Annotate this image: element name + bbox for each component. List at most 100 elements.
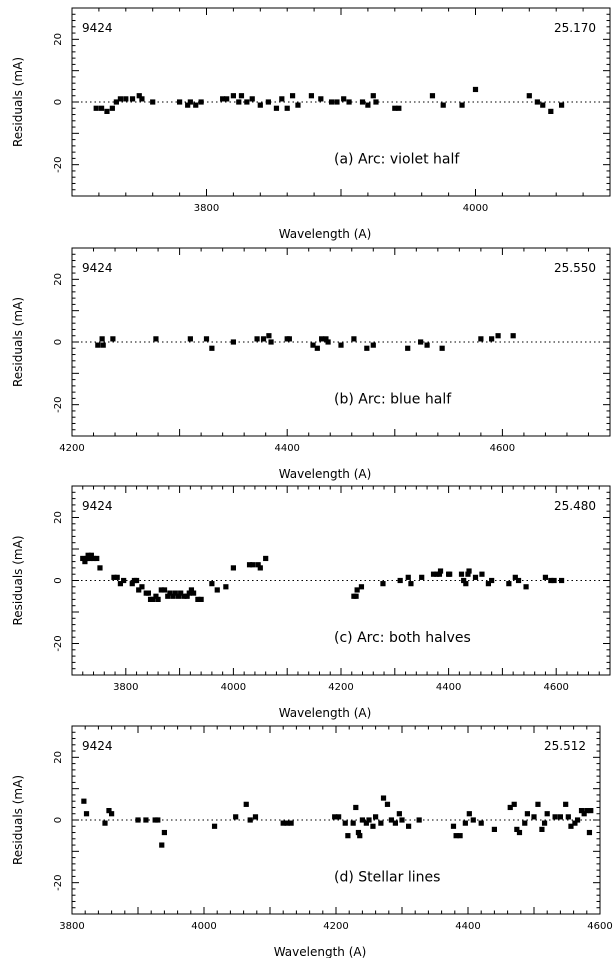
residual-point [353, 804, 359, 811]
residual-point [230, 93, 236, 99]
residual-point [95, 342, 101, 348]
residual-panel: 3800 4000 4200 4400 4600 20 0 -20 Wavelength (A)… [11, 485, 611, 720]
residual-point [388, 817, 395, 823]
y-axis-label: Residuals (mA) [11, 57, 25, 147]
residual-point [588, 808, 594, 814]
residual-point [380, 581, 386, 587]
residual-point [288, 820, 294, 826]
x-tick-label: 4400 [436, 682, 461, 693]
residual-point [541, 820, 548, 826]
residual-point [295, 102, 301, 108]
residual-point [195, 596, 201, 602]
residual-point [145, 590, 151, 596]
residual-point [586, 829, 593, 836]
residual-point [117, 96, 124, 102]
residual-point [286, 336, 292, 342]
residual-point [370, 823, 376, 829]
residual-point [238, 93, 245, 99]
residual-point [123, 96, 129, 102]
residual-point [143, 817, 149, 823]
x-tick-label: 4600 [587, 921, 612, 932]
y-tick-label: -20 [53, 635, 64, 651]
residual-point [548, 108, 554, 114]
residual-point [81, 798, 87, 804]
residual-point [450, 823, 457, 829]
residual-point [236, 99, 242, 105]
residual-point [93, 105, 99, 111]
residual-point [165, 593, 171, 599]
residual-point [187, 336, 193, 342]
residual-point [419, 574, 425, 580]
residual-point [167, 590, 173, 596]
residual-point [188, 587, 195, 593]
residual-point [280, 820, 286, 826]
residual-point [552, 814, 558, 820]
residual-point [437, 568, 444, 574]
x-tick-label: 4000 [463, 203, 488, 214]
residual-point [310, 342, 316, 348]
x-axis-label: Wavelength (A) [279, 706, 372, 720]
residual-point [523, 584, 529, 590]
residual-point [510, 333, 516, 339]
x-tick-label: 3800 [113, 682, 138, 693]
residual-point [85, 552, 91, 558]
residual-point [399, 817, 405, 823]
residual-point [524, 811, 530, 817]
residual-point [558, 577, 565, 584]
residual-panel: 4200 4400 4600 20 0 -20 Wavelength (A) Residual… [11, 247, 611, 481]
residual-point [106, 808, 112, 814]
residual-point [260, 336, 267, 342]
residual-point [359, 817, 365, 823]
residual-point [187, 99, 193, 105]
residual-point [181, 593, 187, 599]
residual-point [155, 596, 161, 602]
y-tick-label: 20 [53, 33, 64, 46]
residual-point [139, 584, 145, 590]
x-tick-label: 4000 [221, 682, 246, 693]
residual-point [211, 823, 218, 829]
residual-point [265, 99, 271, 105]
y-tick-label: 20 [53, 273, 64, 286]
residual-point [266, 333, 272, 339]
residual-point [465, 571, 471, 577]
residual-point [268, 339, 274, 345]
residual-point [175, 593, 182, 599]
residual-point [83, 811, 90, 817]
residual-point [334, 99, 340, 105]
residual-point [82, 559, 88, 565]
residual-point [257, 102, 263, 108]
residual-point [466, 811, 472, 817]
residual-point [129, 96, 136, 102]
residual-point [341, 96, 347, 102]
residual-point [526, 93, 532, 99]
residual-point [470, 817, 476, 823]
residual-point [308, 93, 315, 99]
y-tick-label: 0 [53, 99, 64, 105]
residual-point [516, 829, 523, 836]
residual-point [98, 105, 105, 111]
residual-point [489, 577, 495, 584]
residual-point [289, 93, 296, 99]
residual-point [370, 93, 376, 99]
x-tick-label: 4200 [323, 921, 348, 932]
residual-point [252, 814, 259, 820]
residual-point [257, 565, 263, 571]
residual-point [534, 99, 540, 105]
residual-point [113, 99, 119, 105]
residual-point [363, 820, 369, 826]
residual-point [104, 108, 110, 114]
residual-point [357, 833, 363, 839]
residual-point [542, 574, 549, 580]
residual-point [558, 102, 565, 108]
y-tick-label: -20 [53, 156, 64, 172]
star-id-label: 9424 [82, 739, 113, 753]
residual-point [325, 339, 331, 345]
residual-point [531, 814, 537, 820]
residual-point [511, 801, 517, 807]
residual-point [540, 102, 546, 108]
x-tick-label: 3800 [59, 921, 84, 932]
residual-point [136, 93, 142, 99]
residual-point [405, 574, 411, 580]
residual-point [150, 596, 156, 602]
